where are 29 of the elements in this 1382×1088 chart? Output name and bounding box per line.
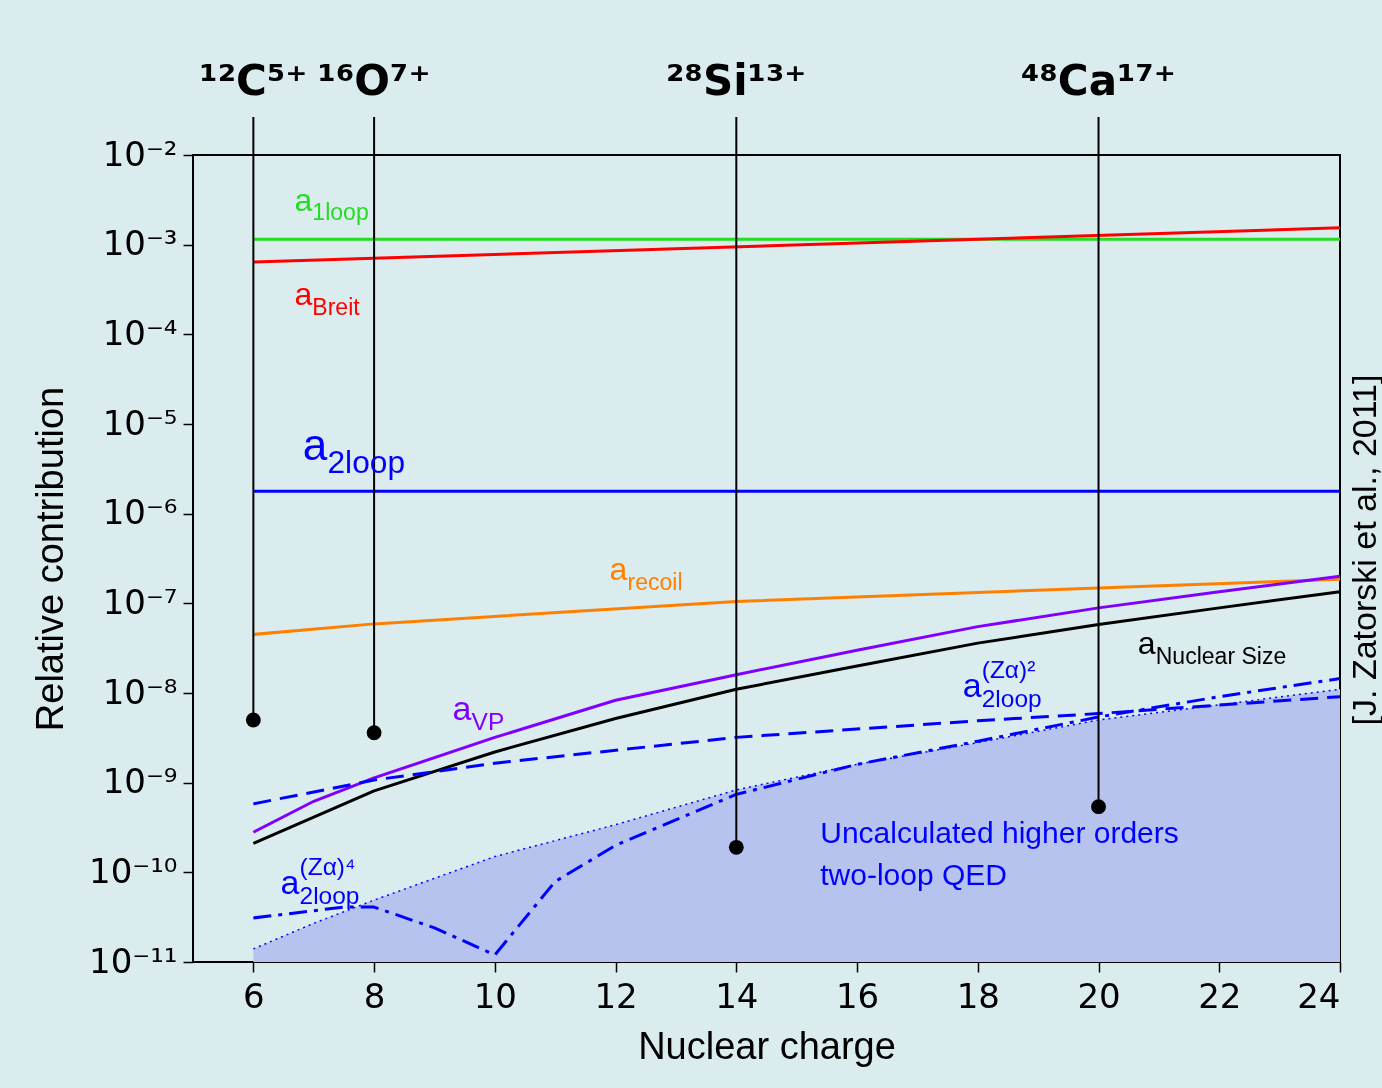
x-tick-label: 14 [715,975,759,1016]
y-tick-label: 10⁻² [102,133,178,174]
y-tick-label: 10⁻⁷ [102,581,178,622]
point [728,839,744,855]
x-tick-label: 18 [956,975,1000,1016]
point [1091,799,1106,815]
y-tick-label: 10⁻⁶ [102,492,178,533]
y-tick-label: 10⁻⁸ [102,671,178,712]
x-tick-label: 24 [1297,975,1341,1016]
x-tick-label: 6 [243,975,265,1016]
x-tick-label: 20 [1077,975,1121,1016]
x-tick-label: 12 [594,975,638,1016]
y-tick-label: 10⁻³ [102,223,178,264]
y-tick-label: 10⁻⁹ [102,761,178,802]
ref-line-label: ¹²C⁵⁺ [199,56,308,105]
y-tick-label: 10⁻¹⁰ [89,850,178,891]
y-tick-label: 10⁻¹¹ [89,940,178,981]
x-tick-label: 22 [1198,975,1242,1016]
x-axis-title: Nuclear charge [638,1024,896,1067]
x-tick-label: 10 [473,975,517,1016]
y-tick-label: 10⁻⁴ [102,312,178,353]
y-tick-label: 10⁻⁵ [102,402,178,443]
y-axis-title: Relative contribution [29,386,72,732]
ref-line-label: ¹⁶O⁷⁺ [317,56,431,105]
ref-line-label: ²⁸Si¹³⁺ [666,56,807,105]
x-tick-label: 16 [835,975,880,1016]
ref-line-label: ⁴⁸Ca¹⁷⁺ [1021,56,1176,105]
x-tick-label: 8 [363,975,386,1016]
annotation: Uncalculated higher orders two-loop QED [820,816,1179,892]
